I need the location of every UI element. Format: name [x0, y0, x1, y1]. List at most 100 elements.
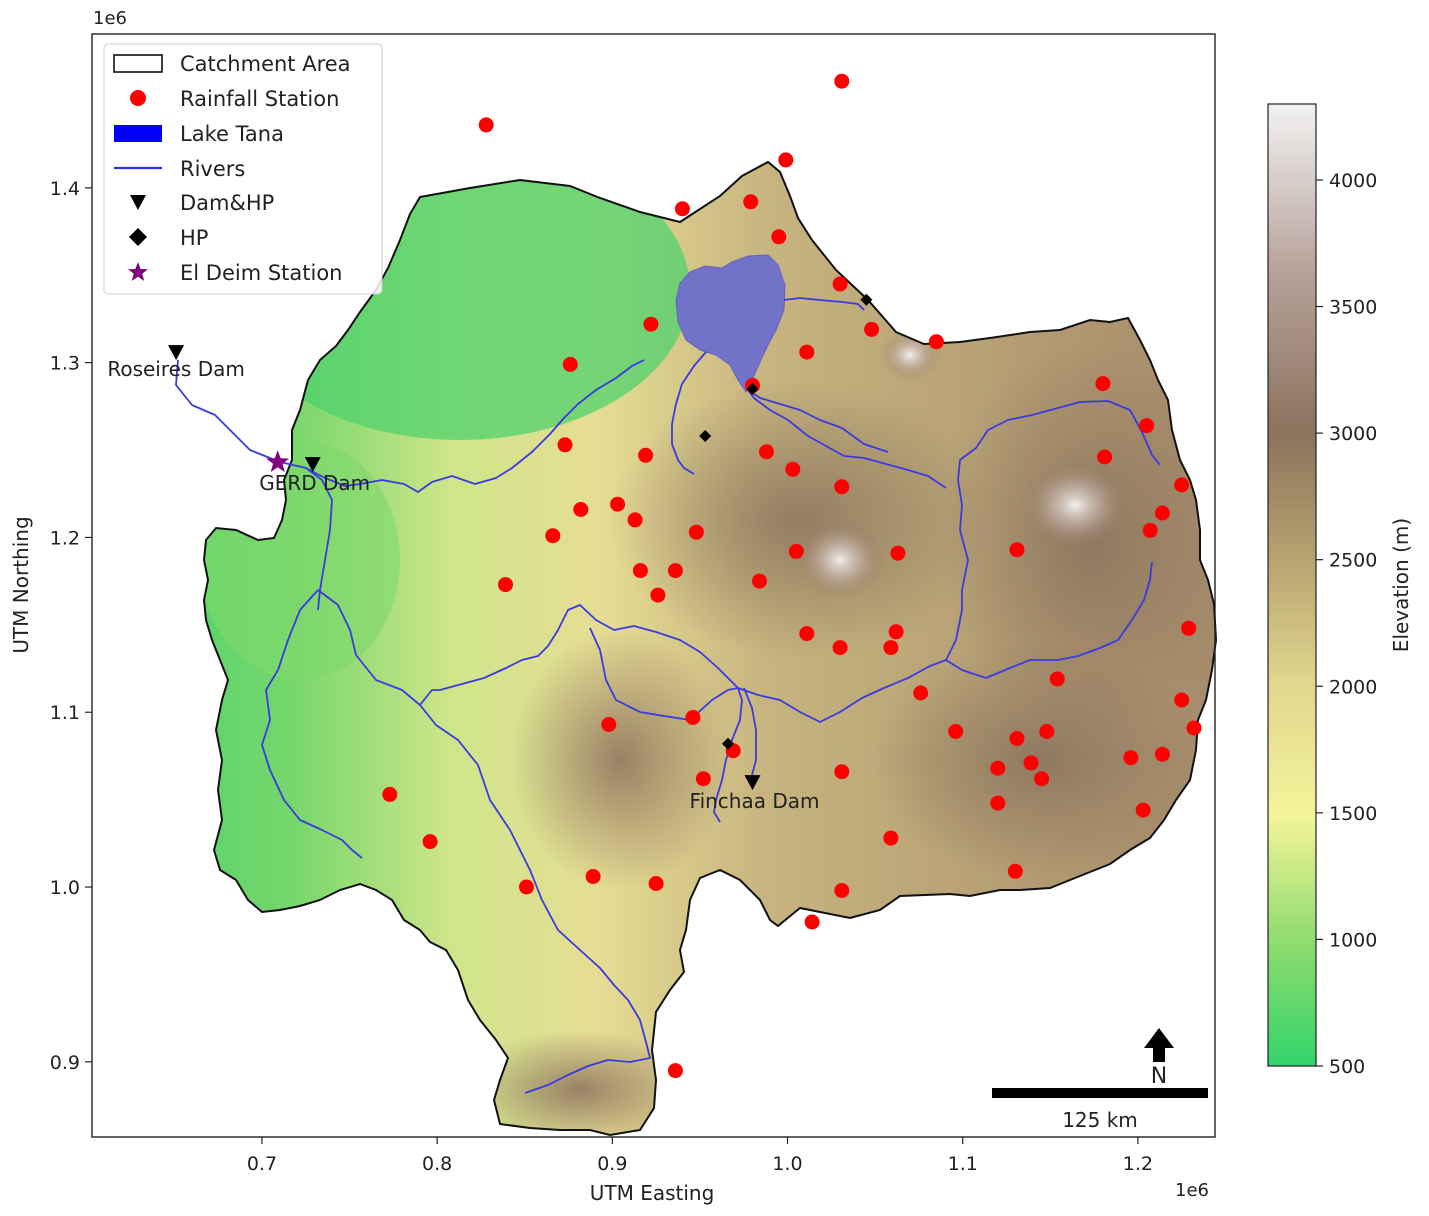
el-deim-station-marker: [266, 450, 290, 472]
legend-eldeim-label: El Deim Station: [180, 261, 343, 285]
rainfall-station-marker: [648, 876, 664, 891]
rainfall-station-marker: [788, 543, 804, 559]
y-tick-label: 1.1: [50, 702, 80, 724]
rainfall-station-marker: [695, 771, 711, 787]
river-north-tributary: [945, 400, 1161, 661]
colorbar-tick-label: 1000: [1329, 929, 1377, 951]
rainfall-station-marker: [1181, 620, 1197, 636]
dam-marker: [744, 775, 761, 791]
north-arrow-label: N: [1151, 1064, 1167, 1089]
colorbar-tick-label: 2500: [1329, 550, 1377, 572]
x-tick-label: 0.9: [597, 1153, 627, 1175]
x-tick-label: 1.0: [772, 1153, 802, 1175]
rainfall-station-marker: [478, 117, 494, 133]
legend-rainfall-marker: [130, 90, 146, 106]
rivers: [175, 297, 1161, 1094]
rainfall-station-marker: [752, 573, 767, 589]
dam-marker: [304, 457, 321, 473]
rainfall-station-marker: [864, 321, 880, 337]
rainfall-station-marker: [1097, 449, 1113, 465]
rainfall-station-marker: [1039, 724, 1055, 739]
colorbar-ticks: 500 1000 1500 2000 2500 3000 3500 4000: [1316, 170, 1377, 1078]
legend-catchment-swatch: [113, 54, 163, 73]
rainfall-station-marker: [667, 563, 683, 579]
river-gerd-branch: [305, 467, 333, 611]
legend-damhp-label: Dam&HP: [180, 191, 274, 215]
y-tick-label: 1.4: [50, 178, 80, 200]
colorbar-tick-label: 1500: [1329, 803, 1377, 825]
x-tick-label: 0.7: [247, 1153, 277, 1175]
rainfall-station-marker: [785, 461, 801, 477]
hp-station-marker: [699, 430, 712, 443]
river-lake-outflow: [671, 351, 707, 475]
legend-hp-label: HP: [180, 226, 208, 250]
dam-label: GERD Dam: [259, 471, 370, 495]
scale-bar-label: 125 km: [1062, 1108, 1138, 1132]
rainfall-station-marker: [759, 444, 774, 460]
legend-rivers-label: Rivers: [180, 157, 245, 181]
y-tick-label: 1.3: [50, 353, 80, 375]
y-offset-text: 1e6: [93, 8, 127, 29]
rainfall-station-marker: [778, 152, 794, 168]
rainfall-station-marker: [1139, 418, 1155, 434]
river-main-nile: [175, 359, 645, 493]
dam-labels: Roseires Dam GERD Dam Finchaa Dam: [107, 357, 819, 813]
x-tick-label: 1.2: [1123, 1153, 1153, 1175]
x-axis-label: UTM Easting: [590, 1181, 715, 1205]
rainfall-station-marker: [1007, 863, 1023, 879]
rainfall-station-marker: [1123, 750, 1139, 766]
rainfall-station-marker: [1034, 771, 1050, 787]
rainfall-station-marker: [545, 528, 561, 544]
lake-tana: [675, 254, 786, 393]
river-south-bend: [589, 627, 739, 721]
hp-station-marker: [860, 293, 873, 306]
rainfall-station-marker: [990, 760, 1006, 776]
rainfall-station-marker: [890, 545, 906, 561]
rainfall-stations-layer: [382, 73, 1202, 1079]
rainfall-station-marker: [1154, 505, 1170, 521]
rainfall-station-marker: [799, 344, 815, 360]
rainfall-station-marker: [799, 626, 815, 642]
x-tick-label: 0.8: [422, 1153, 452, 1175]
rainfall-station-marker: [632, 563, 648, 579]
rainfall-station-marker: [650, 587, 666, 603]
rainfall-station-marker: [674, 201, 690, 217]
legend-rainfall-label: Rainfall Station: [180, 87, 339, 111]
rainfall-station-marker: [928, 334, 944, 350]
rainfall-station-marker: [585, 869, 601, 884]
rainfall-station-marker: [888, 624, 904, 640]
rainfall-station-marker: [601, 717, 617, 732]
rainfall-station-marker: [990, 795, 1006, 811]
hp-station-marker: [746, 382, 759, 395]
y-tick-label: 1.0: [50, 877, 80, 899]
y-tick-label: 1.2: [50, 527, 80, 549]
legend-lake-swatch: [114, 125, 162, 142]
rainfall-station-marker: [1135, 802, 1151, 818]
legend-box: [103, 43, 383, 295]
rainfall-station-marker: [557, 437, 573, 453]
rainfall-station-marker: [1174, 692, 1190, 708]
legend-eldeim-marker: [128, 262, 148, 281]
colorbar-tick-label: 3000: [1329, 423, 1377, 445]
y-tick-label: 0.9: [50, 1052, 80, 1074]
colorbar-tick-label: 2000: [1329, 676, 1377, 698]
rainfall-station-marker: [804, 914, 820, 930]
colorbar: 500 1000 1500 2000 2500 3000 3500 4000 Elevatio…: [1267, 103, 1413, 1078]
colorbar-tick-label: 500: [1329, 1056, 1365, 1078]
river-blue-nile-east: [419, 561, 1153, 723]
rainfall-station-marker: [832, 640, 848, 656]
north-arrow-icon: [1144, 1028, 1174, 1062]
legend-damhp-marker: [130, 195, 146, 210]
rainfall-station-marker: [562, 356, 578, 372]
axes-frame: [91, 33, 1216, 1138]
y-axis-label: UTM Northing: [9, 516, 33, 653]
rainfall-station-marker: [771, 229, 787, 245]
rainfall-station-marker: [948, 724, 964, 739]
rainfall-station-marker: [1142, 522, 1158, 538]
rainfall-station-marker: [667, 1063, 683, 1079]
colorbar-tick-label: 3500: [1329, 297, 1377, 319]
rainfall-station-marker: [1154, 746, 1170, 762]
dam-label: Roseires Dam: [107, 357, 245, 381]
legend: Catchment Area Rainfall Station Lake Tan…: [103, 43, 383, 295]
